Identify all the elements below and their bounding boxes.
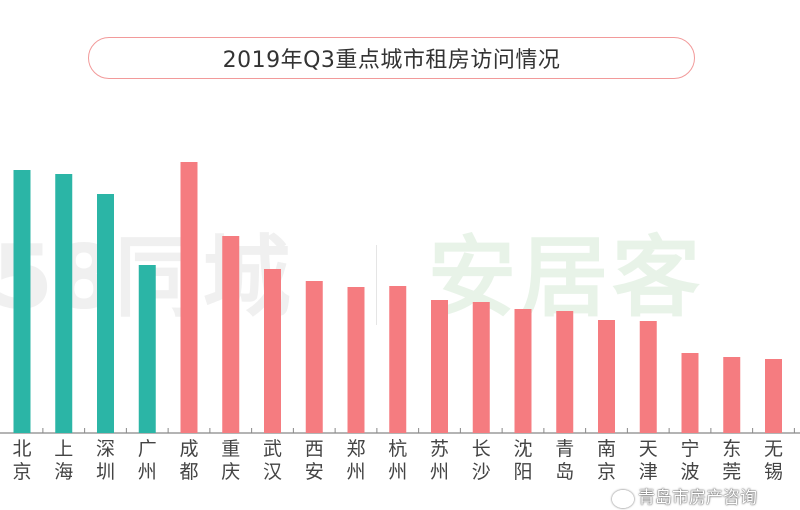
x-tick-label-char: 安	[304, 461, 324, 483]
x-tick-label-char: 宁	[680, 438, 700, 460]
x-tick-label-char: 东	[722, 438, 742, 460]
x-tick-label-char: 州	[388, 461, 408, 483]
x-tick-label-char: 成	[179, 438, 199, 460]
x-tick-label-char: 沙	[471, 461, 491, 483]
x-tick-label-char: 莞	[722, 461, 742, 483]
x-tick-label-char: 波	[680, 461, 700, 483]
x-tick-label-char: 天	[638, 438, 658, 460]
bar-11	[472, 302, 490, 433]
x-tick-label-char: 沈	[513, 438, 533, 460]
x-tick-label: 南京	[595, 438, 619, 484]
x-tick-label: 苏州	[428, 438, 452, 484]
x-tick-label-char: 庆	[221, 461, 241, 483]
x-tick-label: 无锡	[762, 438, 786, 484]
bar-2	[97, 194, 114, 433]
x-tick-label: 武汉	[261, 438, 285, 484]
x-tick-label: 长沙	[469, 438, 493, 484]
x-tick-label: 宁波	[678, 438, 702, 484]
x-tick-label: 沈阳	[511, 438, 535, 484]
x-tick-label-char: 海	[54, 461, 74, 483]
x-tick-label-char: 津	[638, 461, 658, 483]
x-tick-label-char: 武	[262, 438, 282, 460]
bar-9	[389, 286, 407, 433]
x-tick-label-char: 郑	[346, 438, 366, 460]
bar-15	[639, 321, 657, 433]
bar-13	[556, 311, 574, 433]
x-tick-label-char: 州	[137, 461, 157, 483]
x-tick-label: 北京	[10, 438, 34, 484]
wechat-icon	[612, 489, 634, 508]
x-tick-label: 成都	[177, 438, 201, 484]
x-tick-label: 上海	[52, 438, 76, 484]
x-tick-label-char: 青	[555, 438, 575, 460]
bar-17	[723, 357, 741, 433]
x-tick-label: 东莞	[720, 438, 744, 484]
x-tick-label-char: 阳	[513, 461, 533, 483]
x-tick-label-char: 都	[179, 461, 199, 483]
x-tick-label-char: 上	[54, 438, 74, 460]
bar-7	[305, 281, 323, 433]
x-tick-label-char: 州	[429, 461, 449, 483]
x-tick-label-char: 汉	[262, 461, 282, 483]
watermark-divider	[376, 245, 377, 325]
footer-watermark-text: 青岛市房产咨询	[638, 488, 757, 508]
x-tick-label: 西安	[302, 438, 326, 484]
x-tick-label-char: 杭	[388, 438, 408, 460]
x-tick-label-char: 北	[12, 438, 32, 460]
x-tick-label-char: 岛	[555, 461, 575, 483]
x-tick-label-char: 重	[221, 438, 241, 460]
x-tick-label-char: 长	[471, 438, 491, 460]
x-tick-label-char: 苏	[429, 438, 449, 460]
x-tick-label-char: 无	[763, 438, 783, 460]
x-tick-label: 广州	[135, 438, 159, 484]
bar-3	[138, 265, 156, 433]
x-tick-label: 青岛	[553, 438, 577, 484]
bar-14	[598, 320, 615, 433]
x-tick-label-char: 京	[596, 461, 616, 483]
x-tick-label: 重庆	[219, 438, 243, 484]
x-tick-label-char: 深	[95, 438, 115, 460]
bar-16	[681, 353, 699, 433]
x-tick-label-char: 州	[346, 461, 366, 483]
x-tick-label-char: 圳	[95, 461, 115, 483]
bar-8	[347, 287, 365, 433]
bar-6	[264, 269, 281, 433]
x-tick-label: 深圳	[94, 438, 118, 484]
bar-18	[765, 359, 782, 433]
x-tick-label: 杭州	[386, 438, 410, 484]
bar-4	[180, 162, 198, 433]
x-tick-label: 郑州	[344, 438, 368, 484]
bar-12	[514, 309, 532, 433]
bar-10	[431, 300, 448, 433]
x-tick-label: 天津	[636, 438, 660, 484]
x-tick-label-char: 南	[596, 438, 616, 460]
footer-watermark: 青岛市房产咨询	[612, 488, 757, 509]
bar-1	[55, 174, 73, 433]
x-tick-label-char: 西	[304, 438, 324, 460]
x-tick-label-char: 广	[137, 438, 157, 460]
x-tick-label-char: 京	[12, 461, 32, 483]
bar-0	[13, 170, 31, 433]
x-tick-label-char: 锡	[763, 461, 783, 483]
chart-title: 2019年Q3重点城市租房访问情况	[88, 37, 695, 79]
bar-5	[222, 236, 240, 433]
